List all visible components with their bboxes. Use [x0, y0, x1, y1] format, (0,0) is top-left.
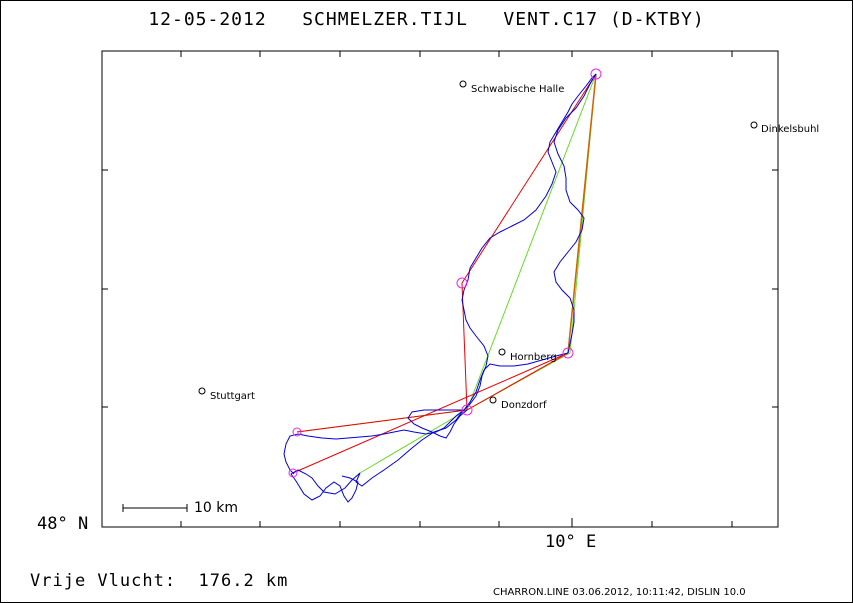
latitude-label: 48° N [37, 514, 89, 534]
y-ticks [102, 169, 778, 528]
city-label-stuttgart: Stuttgart [210, 391, 255, 402]
city-marker [489, 396, 497, 404]
turnpoint-marker [590, 68, 602, 80]
longitude-label: 10° E [545, 532, 597, 552]
city-label-dinkelsbuhl: Dinkelsbuhl [761, 124, 819, 135]
task-route [292, 73, 597, 474]
x-ticks [180, 51, 733, 527]
turnpoint-marker [456, 277, 468, 289]
turnpoint-marker [461, 404, 473, 416]
city-marker [498, 348, 506, 356]
city-markers: Schwabische Halle Dinkelsbuhl Hornberg S… [198, 80, 819, 411]
free-flight-distance: Vrije Vlucht: 176.2 km [30, 571, 289, 591]
city-marker [198, 387, 206, 395]
turnpoint-marker [292, 427, 302, 437]
city-label-donzdorf: Donzdorf [501, 400, 547, 411]
turnpoint-marker [562, 347, 574, 359]
city-marker [459, 80, 467, 88]
software-info: CHARRON.LINE 03.06.2012, 10:11:42, DISLI… [493, 587, 746, 598]
turnpoints [288, 68, 602, 478]
scale-bar [122, 504, 188, 512]
turnpoint-marker [288, 468, 298, 478]
final-leg [567, 73, 597, 354]
gps-track [283, 73, 597, 503]
page-title: 12-05-2012 SCHMELZER.TIJL VENT.C17 (D-KT… [148, 9, 705, 30]
city-label-schwabische-halle: Schwabische Halle [471, 84, 564, 95]
plot-border [101, 50, 779, 528]
scale-label: 10 km [194, 500, 239, 516]
city-marker [750, 121, 758, 129]
city-label-hornberg: Hornberg [510, 352, 557, 363]
